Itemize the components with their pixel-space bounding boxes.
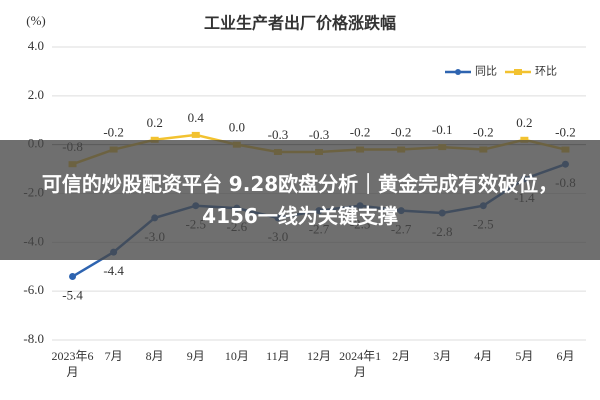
y-tick-label: -6.0 bbox=[23, 282, 44, 297]
data-label: -0.2 bbox=[103, 125, 124, 140]
x-tick-label: 11月 bbox=[266, 349, 290, 363]
x-tick-label: 9月 bbox=[186, 349, 205, 363]
x-tick-label: 3月 bbox=[433, 349, 452, 363]
x-tick-label: 12月 bbox=[306, 349, 331, 363]
data-label: 0.4 bbox=[188, 110, 205, 125]
y-tick-label: 4.0 bbox=[28, 38, 44, 53]
data-label: -0.1 bbox=[432, 122, 453, 137]
x-tick-label: 8月 bbox=[145, 349, 164, 363]
data-label: -0.2 bbox=[391, 125, 412, 140]
data-label: 0.2 bbox=[516, 115, 532, 130]
data-label: -0.3 bbox=[268, 127, 289, 142]
data-label: 0.2 bbox=[147, 115, 163, 130]
x-tick-label: 2024年1月 bbox=[339, 349, 382, 379]
data-label: -4.4 bbox=[103, 263, 124, 278]
legend-marker bbox=[455, 69, 461, 75]
x-tick-label: 7月 bbox=[104, 349, 123, 363]
y-tick-label: -8.0 bbox=[23, 331, 44, 346]
point bbox=[520, 136, 529, 143]
legend-label: 环比 bbox=[535, 65, 557, 78]
x-tick-label: 4月 bbox=[474, 349, 493, 363]
point bbox=[69, 273, 77, 281]
y-axis-label: (%) bbox=[26, 13, 46, 28]
chart-title: 工业生产者出厂价格涨跌幅 bbox=[204, 14, 396, 33]
data-label: -0.3 bbox=[309, 127, 330, 142]
y-tick-label: 2.0 bbox=[28, 87, 44, 102]
data-label: -0.2 bbox=[473, 125, 494, 140]
point bbox=[191, 131, 200, 138]
data-label: 0.0 bbox=[229, 120, 245, 135]
x-tick-label: 5月 bbox=[515, 349, 534, 363]
x-tick-label: 2月 bbox=[392, 349, 411, 363]
data-label: -0.2 bbox=[555, 125, 576, 140]
x-tick-label: 10月 bbox=[224, 349, 249, 363]
point bbox=[150, 136, 159, 143]
data-label: -5.4 bbox=[62, 288, 83, 303]
legend-marker bbox=[514, 69, 522, 75]
data-label: -0.2 bbox=[350, 125, 371, 140]
banner: 可信的炒股配资平台 9.28欧盘分析｜黄金完成有效破位，4156一线为关键支撑 bbox=[0, 140, 600, 260]
legend-label: 同比 bbox=[475, 65, 497, 78]
x-tick-label: 6月 bbox=[556, 349, 575, 363]
x-tick-label: 2023年6月 bbox=[51, 349, 94, 379]
